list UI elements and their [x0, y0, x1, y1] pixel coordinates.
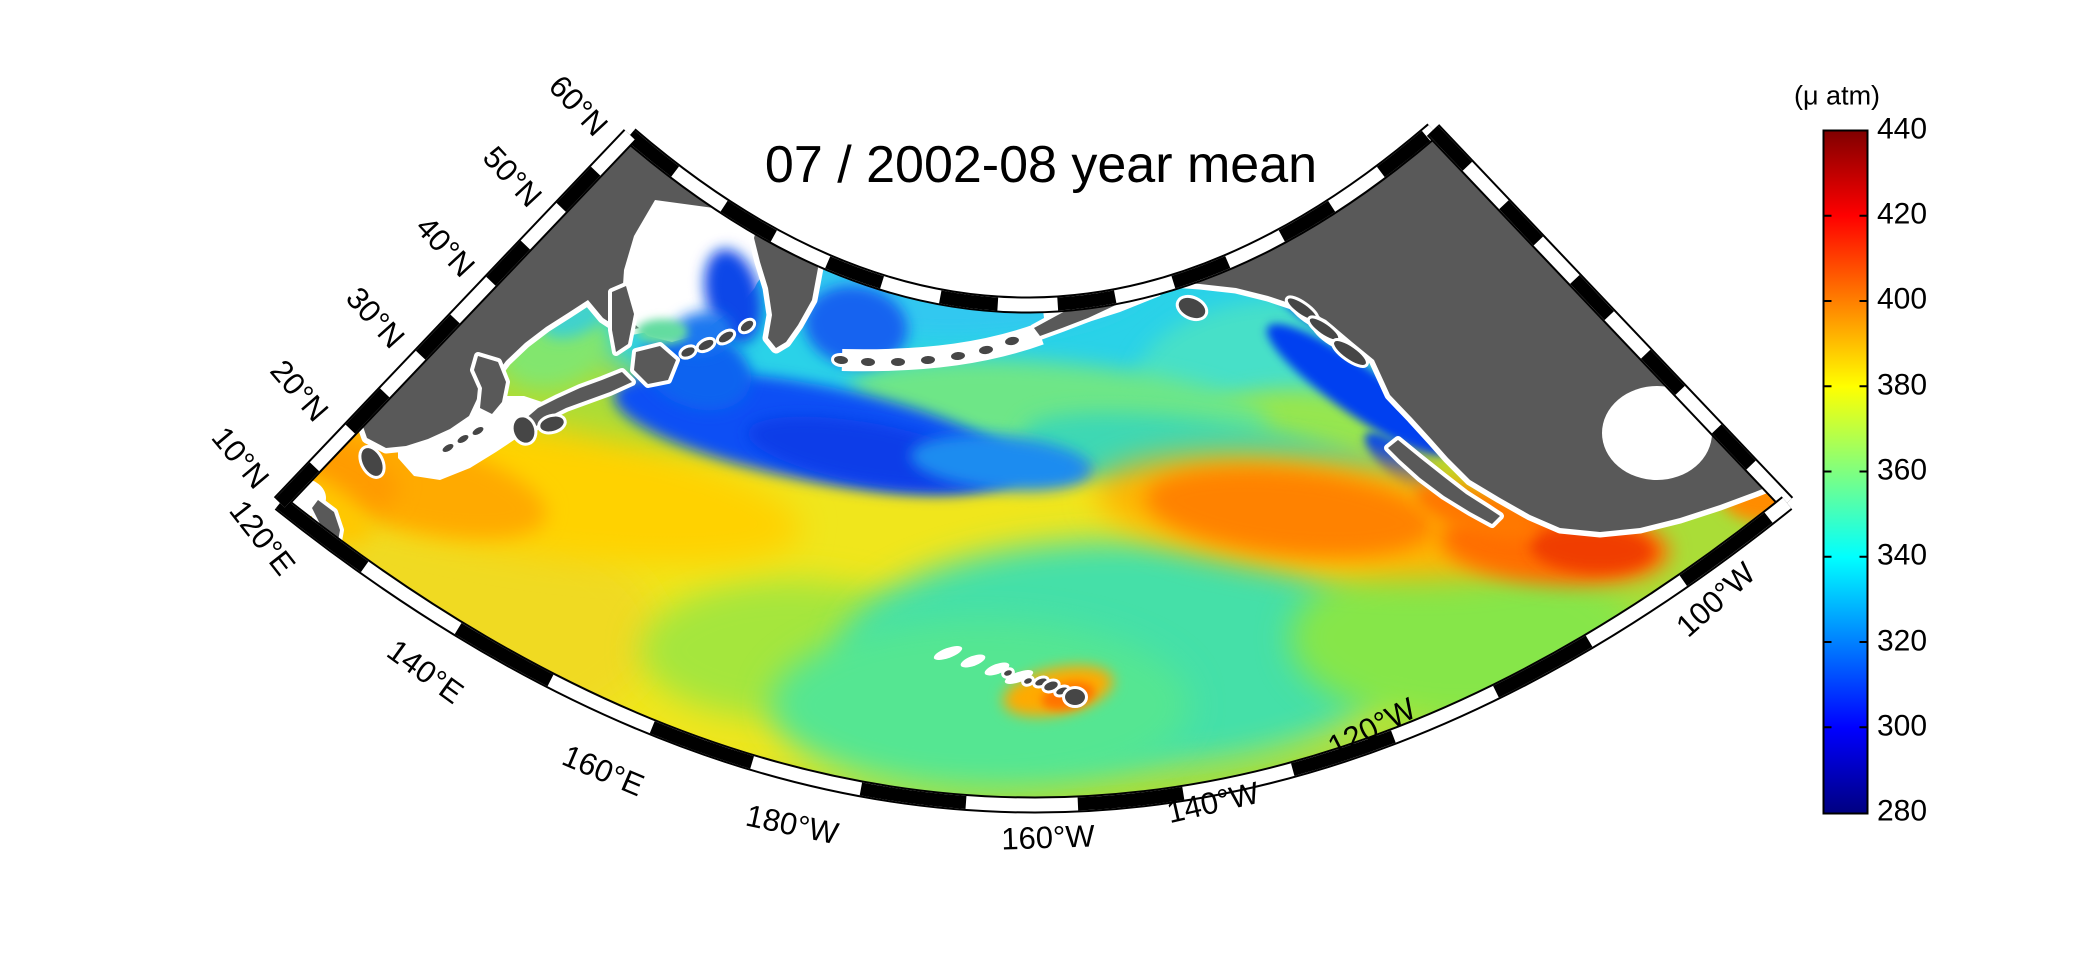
island-taiwan: [358, 445, 386, 479]
colorbar-tick-440: 440: [1877, 112, 1928, 146]
map-title: 07 / 2002-08 year mean: [764, 136, 1318, 194]
island-shikoku: [537, 413, 567, 435]
land-sakhalin: [608, 282, 638, 356]
colorbar-tick-360: 360: [1877, 453, 1928, 487]
map-frame: [273, 123, 1794, 814]
colorbar: [1822, 129, 1869, 815]
colorbar-tick-340: 340: [1877, 538, 1928, 572]
islands-hawaii: [933, 646, 1088, 708]
islands-aleutians: [831, 333, 1022, 370]
colorbar-tickmarks: [1823, 214, 1868, 729]
colorbar-tick-280: 280: [1877, 794, 1928, 828]
island-hawaii-big: [1062, 686, 1088, 708]
colorbar-tick-420: 420: [1877, 197, 1928, 231]
colorbar-tick-400: 400: [1877, 282, 1928, 316]
land-baja-california: [1384, 436, 1504, 528]
colorbar-unit-label: (μ atm): [1794, 80, 1881, 111]
land-korea: [470, 352, 510, 418]
land-hokkaido: [630, 342, 680, 388]
island-kodiak: [1175, 294, 1209, 322]
nodata-lake: [1602, 386, 1712, 480]
island-vancouver: [1331, 338, 1369, 368]
colorbar-tick-300: 300: [1877, 709, 1928, 743]
islands-kurils: [678, 317, 757, 360]
colorbar-tick-320: 320: [1877, 624, 1928, 658]
graticule-label-160w: 160°W: [1000, 818, 1096, 857]
colorbar-tick-380: 380: [1877, 368, 1928, 402]
island-kyushu: [510, 414, 538, 446]
